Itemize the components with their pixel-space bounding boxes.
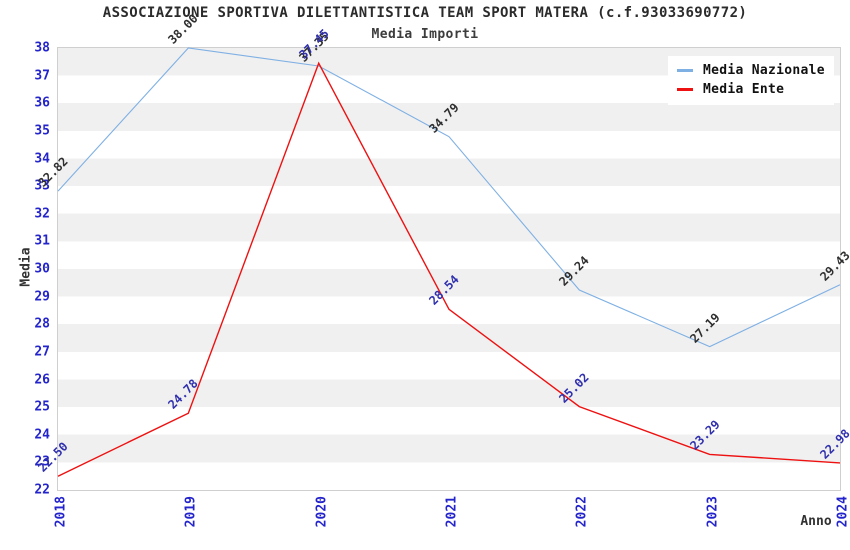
legend-item-media-ente: Media Ente — [677, 80, 825, 99]
y-tick-label: 37 — [34, 68, 50, 84]
y-tick-label: 34 — [34, 151, 50, 166]
plot-area — [57, 47, 841, 491]
y-tick-label: 24 — [34, 427, 50, 443]
legend: Media Nazionale Media Ente — [668, 56, 834, 105]
legend-label: Media Nazionale — [703, 63, 825, 78]
y-axis-title: Media — [19, 247, 34, 290]
y-tick-label: 23 — [34, 454, 50, 470]
y-tick-label: 25 — [34, 399, 50, 415]
legend-item-media-nazionale: Media Nazionale — [677, 61, 825, 80]
y-tick-label: 26 — [34, 372, 50, 387]
chart-subtitle: Media Importi — [371, 27, 479, 42]
y-tick-label: 38 — [34, 40, 50, 56]
y-tick-label: 22 — [34, 482, 50, 498]
y-tick-label: 35 — [34, 123, 50, 139]
y-tick-label: 27 — [34, 344, 50, 360]
x-tick-label: 2018 — [53, 496, 69, 528]
y-tick-label: 33 — [34, 178, 50, 194]
x-axis-title: Anno — [800, 514, 832, 529]
x-tick-label: 2020 — [314, 496, 330, 528]
y-axis-title-text: Media — [18, 247, 34, 287]
x-tick-label: 2022 — [574, 496, 590, 528]
line-series-svg — [57, 47, 841, 477]
media-ente-line-swatch — [677, 88, 693, 91]
chart-title: ASSOCIAZIONE SPORTIVA DILETTANTISTICA TE… — [102, 5, 748, 21]
y-tick-label: 36 — [34, 95, 50, 111]
y-tick-label: 30 — [34, 261, 50, 277]
y-tick-label: 32 — [34, 206, 50, 222]
y-tick-label: 31 — [34, 233, 50, 249]
legend-label: Media Ente — [703, 82, 785, 97]
x-tick-label: 2019 — [183, 496, 199, 528]
x-tick-label: 2023 — [705, 496, 721, 528]
media-ente-line — [57, 61, 841, 477]
y-tick-label: 29 — [34, 289, 50, 305]
y-tick-label: 28 — [34, 316, 50, 332]
x-tick-label: 2021 — [444, 496, 460, 528]
media-nazionale-line-swatch — [677, 69, 693, 72]
x-tick-label: 2024 — [835, 496, 850, 528]
media-nazionale-line — [57, 47, 841, 348]
